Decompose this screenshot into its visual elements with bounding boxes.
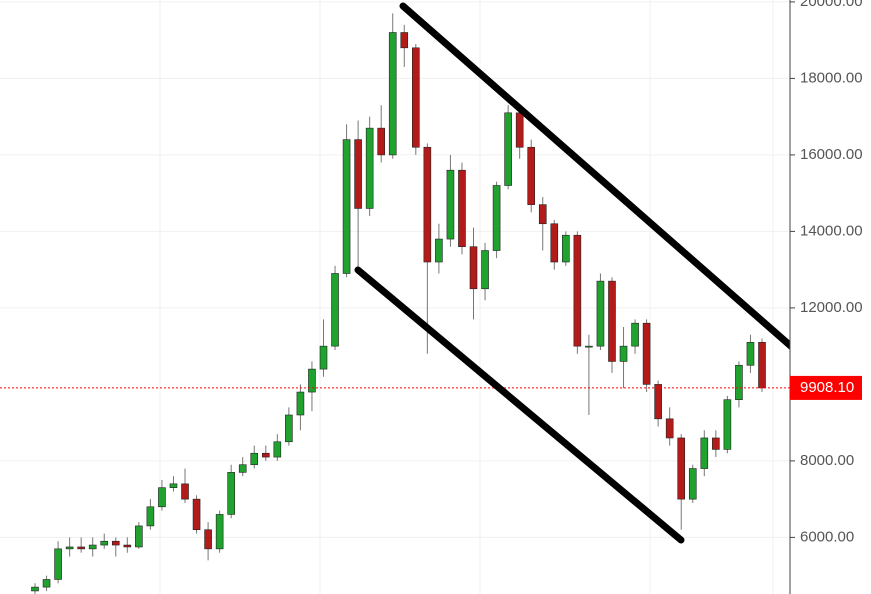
- candle-body: [261, 452, 270, 458]
- candle-body: [342, 139, 351, 274]
- candle-body: [146, 506, 155, 527]
- y-tick-label: 8000.00: [800, 452, 854, 469]
- y-tick-label: 16000.00: [800, 146, 863, 163]
- candle-body: [31, 586, 39, 592]
- candle-body: [192, 498, 201, 531]
- candle-body: [492, 185, 501, 251]
- candle-body: [54, 548, 62, 580]
- candle-body: [158, 487, 166, 508]
- candle-body: [435, 238, 443, 263]
- candle-body: [65, 546, 74, 550]
- candle-body: [354, 139, 362, 209]
- candle-body: [631, 322, 639, 347]
- channel-lower: [354, 266, 685, 544]
- candle-body: [250, 452, 259, 466]
- candle-body: [377, 127, 385, 156]
- candle-body: [88, 544, 97, 550]
- candle-body: [573, 234, 582, 347]
- candle-body: [723, 399, 732, 450]
- candle-body: [758, 342, 766, 389]
- candle-body: [712, 437, 720, 450]
- candle-body: [735, 364, 743, 400]
- y-tick-label: 14000.00: [800, 222, 863, 239]
- candle-body: [665, 418, 674, 439]
- axis-panel: [790, 0, 871, 594]
- candle-body: [123, 544, 132, 548]
- candle-body: [423, 146, 432, 263]
- candle-body: [515, 112, 524, 148]
- candle-body: [527, 146, 536, 205]
- candle-body: [135, 525, 143, 548]
- candle-body: [412, 47, 420, 148]
- candle-body: [285, 414, 293, 443]
- y-tick-label: 18000.00: [800, 69, 863, 86]
- candle-body: [400, 32, 409, 49]
- candle-body: [238, 464, 247, 473]
- y-tick-label: 20000.00: [800, 0, 863, 10]
- candle-body: [181, 483, 189, 500]
- candle-body: [688, 468, 697, 500]
- candle-body: [642, 322, 651, 385]
- candle-body: [585, 345, 593, 348]
- candle-body: [562, 234, 570, 263]
- candle-body: [77, 546, 85, 550]
- candle-body: [331, 273, 339, 347]
- channel-upper: [399, 2, 797, 352]
- y-tick-label: 6000.00: [800, 528, 854, 545]
- candle-body: [227, 472, 235, 515]
- candle-body: [619, 345, 628, 362]
- candle-body: [111, 540, 120, 546]
- last-price-tag: [790, 375, 862, 400]
- candle-body: [388, 32, 397, 156]
- candle-body: [215, 514, 224, 550]
- candle-body: [596, 280, 605, 347]
- candle-body: [504, 112, 512, 186]
- candle-body: [481, 250, 489, 290]
- y-axis-labels: 6000.00 8000.00 12000.00 14000.00 16000.00 18…: [790, 0, 863, 545]
- candle-body: [169, 483, 178, 488]
- candle-body: [308, 368, 316, 393]
- y-tick-label: 12000.00: [800, 299, 863, 316]
- candle-body: [204, 529, 212, 550]
- candle-body: [319, 345, 328, 370]
- candle-body: [746, 342, 755, 366]
- candle-body: [100, 540, 109, 546]
- candle-body: [296, 391, 305, 416]
- candle-body: [365, 127, 374, 209]
- candle-body: [677, 437, 686, 500]
- candle-body: [446, 169, 455, 240]
- candle-body: [654, 384, 662, 420]
- last-price-label: 9908.10: [800, 379, 854, 396]
- candle-body: [273, 441, 282, 458]
- candles: [31, 13, 766, 594]
- candle-body: [608, 280, 616, 362]
- candle-body: [42, 579, 51, 588]
- candle-body: [469, 246, 478, 290]
- candle-body: [550, 223, 559, 263]
- candle-body: [700, 437, 709, 469]
- candle-body: [458, 169, 466, 248]
- candle-body: [538, 204, 547, 225]
